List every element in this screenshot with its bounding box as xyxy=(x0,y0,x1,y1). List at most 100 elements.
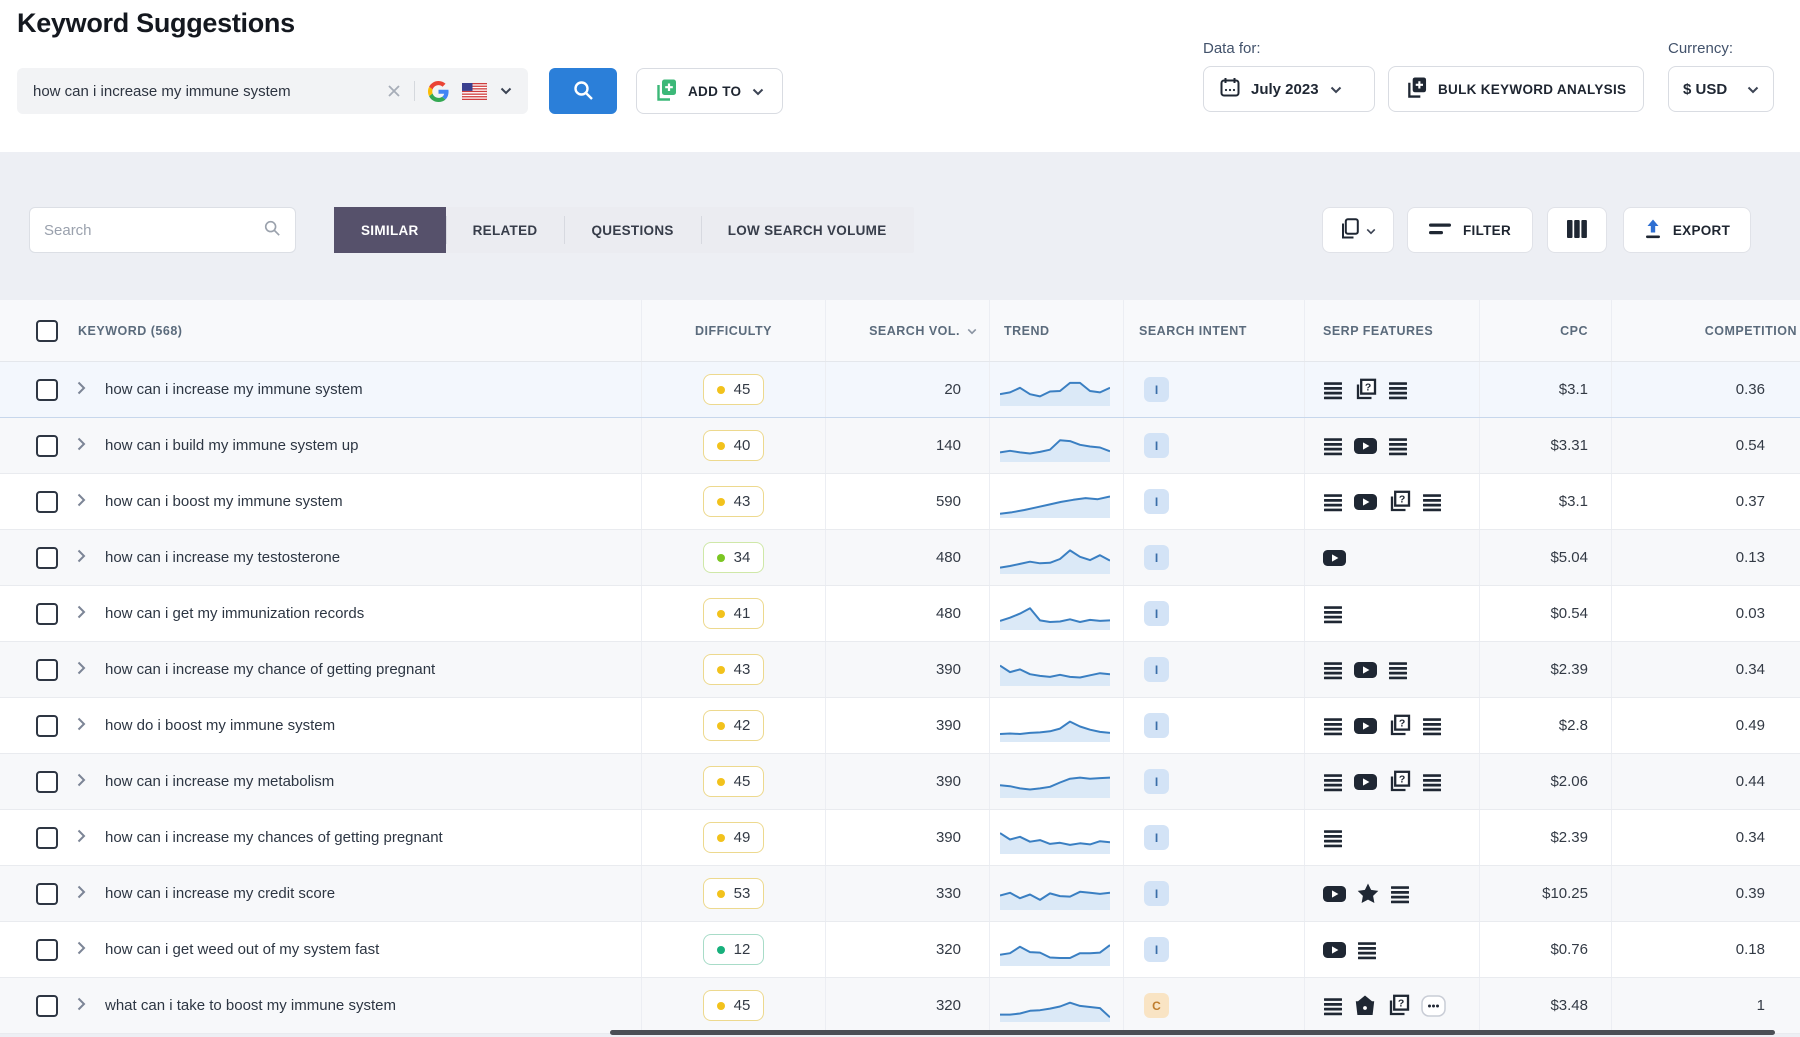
difficulty-badge: 45 xyxy=(702,766,765,797)
expand-chevron-right-icon[interactable] xyxy=(77,493,86,511)
difficulty-badge: 41 xyxy=(702,598,765,629)
keyword-text[interactable]: what can i take to boost my immune syste… xyxy=(105,997,396,1014)
keyword-text[interactable]: how can i build my immune system up xyxy=(105,437,359,454)
expand-chevron-right-icon[interactable] xyxy=(77,829,86,847)
difficulty-dot xyxy=(716,385,725,394)
add-to-button[interactable]: ADD TO xyxy=(636,68,784,114)
search-intent-badge: I xyxy=(1144,489,1169,514)
page-title: Keyword Suggestions xyxy=(17,8,295,38)
serp-list-icon xyxy=(1323,660,1343,680)
keyword-text[interactable]: how can i increase my immune system xyxy=(105,381,363,398)
row-checkbox[interactable] xyxy=(36,826,58,849)
expand-chevron-right-icon[interactable] xyxy=(77,661,86,679)
expand-chevron-right-icon[interactable] xyxy=(77,997,86,1015)
columns-button[interactable] xyxy=(1547,207,1607,253)
table-search-input[interactable] xyxy=(44,221,263,239)
tab-related[interactable]: RELATED xyxy=(445,207,565,253)
cpc-value: $3.1 xyxy=(1480,362,1612,417)
horizontal-scrollbar-thumb[interactable] xyxy=(610,1030,1775,1035)
cpc-value: $2.8 xyxy=(1480,698,1612,753)
serp-list-icon xyxy=(1390,884,1410,904)
row-checkbox[interactable] xyxy=(36,770,58,793)
filter-icon xyxy=(1428,222,1452,239)
difficulty-dot xyxy=(716,1001,725,1010)
trend-sparkline xyxy=(1000,943,1110,966)
serp-features-cell: ? xyxy=(1305,698,1480,753)
region-chevron-down-icon[interactable] xyxy=(500,87,512,95)
keyword-text[interactable]: how can i increase my testosterone xyxy=(105,549,341,566)
cpc-value: $0.54 xyxy=(1480,586,1612,641)
copy-keywords-button[interactable] xyxy=(1322,207,1394,253)
clear-query-icon[interactable] xyxy=(387,84,401,98)
difficulty-dot xyxy=(716,609,725,618)
keyword-text[interactable]: how can i increase my chances of getting… xyxy=(105,829,443,846)
row-checkbox[interactable] xyxy=(36,658,58,681)
row-checkbox[interactable] xyxy=(36,994,58,1017)
tab-low-search-volume[interactable]: LOW SEARCH VOLUME xyxy=(700,207,914,253)
search-intent-badge: I xyxy=(1144,377,1169,402)
competition-value: 0.44 xyxy=(1735,773,1765,790)
sort-chevron-down-icon xyxy=(967,324,977,338)
select-all-checkbox[interactable] xyxy=(36,319,58,342)
difficulty-dot xyxy=(716,441,725,450)
tab-similar[interactable]: SIMILAR xyxy=(334,207,446,253)
row-checkbox[interactable] xyxy=(36,378,58,401)
keyword-text[interactable]: how can i increase my chance of getting … xyxy=(105,661,436,678)
keyword-text[interactable]: how do i boost my immune system xyxy=(105,717,336,734)
export-button[interactable]: EXPORT xyxy=(1623,207,1751,253)
cpc-value: $2.39 xyxy=(1480,642,1612,697)
table-row: how do i boost my immune system 42 390 I? $2… xyxy=(0,698,1800,754)
date-value: July 2023 xyxy=(1251,80,1319,98)
filter-label: FILTER xyxy=(1462,222,1512,238)
difficulty-dot xyxy=(716,665,725,674)
row-checkbox[interactable] xyxy=(36,938,58,961)
expand-chevron-right-icon[interactable] xyxy=(77,941,86,959)
date-selector[interactable]: July 2023 xyxy=(1203,66,1375,112)
serp-list-icon xyxy=(1323,828,1343,848)
expand-chevron-right-icon[interactable] xyxy=(77,437,86,455)
expand-chevron-right-icon[interactable] xyxy=(77,549,86,567)
volume-column-header[interactable]: SEARCH VOL. xyxy=(826,300,990,361)
tab-questions[interactable]: QUESTIONS xyxy=(564,207,700,253)
difficulty-dot xyxy=(716,889,725,898)
bulk-keyword-analysis-button[interactable]: BULK KEYWORD ANALYSIS xyxy=(1388,66,1645,112)
difficulty-dot xyxy=(716,721,725,730)
row-checkbox[interactable] xyxy=(36,546,58,569)
row-checkbox[interactable] xyxy=(36,602,58,625)
difficulty-dot xyxy=(716,777,725,786)
cpc-column-header: CPC xyxy=(1480,300,1612,361)
expand-chevron-right-icon[interactable] xyxy=(77,605,86,623)
svg-text:?: ? xyxy=(1399,774,1405,786)
search-intent-badge: I xyxy=(1144,937,1169,962)
expand-chevron-right-icon[interactable] xyxy=(77,885,86,903)
difficulty-dot xyxy=(716,945,725,954)
row-checkbox[interactable] xyxy=(36,434,58,457)
keyword-query-input[interactable] xyxy=(33,82,374,100)
keyword-text[interactable]: how can i get my immunization records xyxy=(105,605,365,622)
difficulty-badge: 40 xyxy=(702,430,765,461)
row-checkbox[interactable] xyxy=(36,490,58,513)
currency-selector[interactable]: $ USD xyxy=(1668,66,1774,112)
search-volume-value: 590 xyxy=(826,474,990,529)
competition-value: 0.18 xyxy=(1735,941,1765,958)
serp-more-icon xyxy=(1421,994,1446,1017)
keyword-text[interactable]: how can i boost my immune system xyxy=(105,493,343,510)
expand-chevron-right-icon[interactable] xyxy=(77,717,86,735)
us-flag-icon[interactable] xyxy=(462,82,487,100)
expand-chevron-right-icon[interactable] xyxy=(77,773,86,791)
row-checkbox[interactable] xyxy=(36,882,58,905)
search-intent-badge: I xyxy=(1144,881,1169,906)
search-button[interactable] xyxy=(549,68,617,114)
search-intent-badge: I xyxy=(1144,433,1169,458)
row-checkbox[interactable] xyxy=(36,714,58,737)
keyword-text[interactable]: how can i increase my credit score xyxy=(105,885,336,902)
difficulty-badge: 53 xyxy=(702,878,765,909)
filter-button[interactable]: FILTER xyxy=(1407,207,1533,253)
keyword-text[interactable]: how can i get weed out of my system fast xyxy=(105,941,380,958)
intent-column-header: SEARCH INTENT xyxy=(1124,300,1305,361)
table-row: how can i increase my immune system 45 20 I… xyxy=(0,362,1800,418)
svg-text:?: ? xyxy=(1398,998,1404,1010)
svg-text:?: ? xyxy=(1365,382,1371,394)
keyword-text[interactable]: how can i increase my metabolism xyxy=(105,773,335,790)
expand-chevron-right-icon[interactable] xyxy=(77,381,86,399)
